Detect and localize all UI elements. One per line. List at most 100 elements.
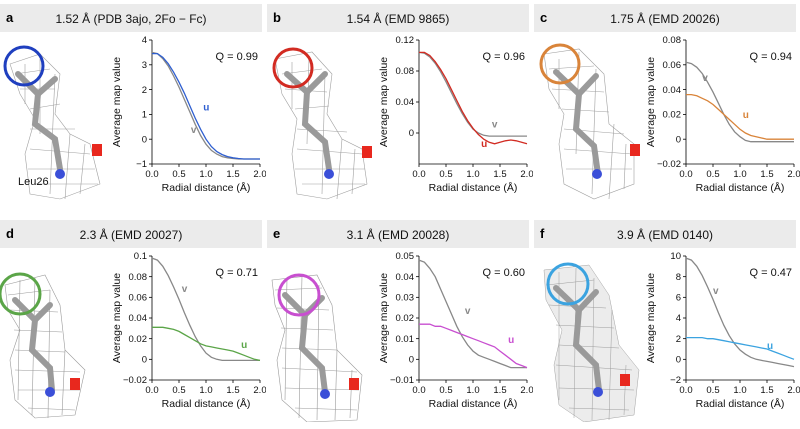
panel-title: 1.52 Å (PDB 3ajo, 2Fo − Fc): [55, 12, 207, 26]
highlight-circle: [277, 273, 321, 317]
radial-profile-chart: 0.0 0.5 1.0 1.5 2.0 −2 0 2 4 6 8 10 Radial distance …: [645, 251, 800, 410]
highlight-circle: [539, 43, 581, 85]
y-axis-label: Average map value: [645, 57, 657, 147]
y-axis-label: Average map value: [378, 57, 390, 147]
density-map-image: [539, 43, 640, 200]
series-label-u: u: [767, 341, 773, 352]
series-line-v: [418, 51, 527, 137]
y-tick-label: 0.08: [663, 35, 682, 46]
series-line-u: [419, 323, 528, 369]
x-tick-label: 1.5: [493, 385, 506, 396]
x-tick-label: 0.0: [679, 169, 692, 180]
panel-title: 1.54 Å (EMD 9865): [346, 12, 450, 26]
y-tick-label: 10: [670, 251, 681, 262]
density-map-image: [272, 47, 372, 200]
x-axis-label: Radial distance (Å): [696, 181, 785, 194]
x-tick-label: 2.0: [520, 169, 533, 180]
y-tick-label: −1: [136, 159, 147, 170]
panel-header: a 1.52 Å (PDB 3ajo, 2Fo − Fc): [0, 4, 262, 32]
y-tick-label: 0.02: [663, 110, 682, 121]
x-tick-label: 0.5: [706, 169, 719, 180]
radial-profile-chart: 0.0 0.5 1.0 1.5 2.0 0 0.04 0.08 0.12 Radial dista…: [378, 35, 533, 194]
x-axis-label: Radial distance (Å): [429, 181, 518, 194]
x-tick-label: 0.0: [679, 385, 692, 396]
panel-b: b 1.54 Å (EMD 9865) 0.0 0.5 1.0 1.5 2.0 0 0.04…: [267, 0, 533, 213]
radial-profile-chart: 0.0 0.5 1.0 1.5 2.0 −1 0 1 2 3 4 Radial distance (Å…: [111, 35, 266, 194]
y-tick-label: 0.08: [129, 272, 148, 283]
y-tick-label: 0.02: [396, 313, 415, 324]
y-tick-label: 8: [676, 272, 681, 283]
y-tick-label: −0.01: [390, 375, 414, 386]
x-tick-label: 1.0: [733, 169, 746, 180]
density-map-image: [0, 272, 86, 419]
series-line-u: [152, 326, 261, 362]
panel-letter: b: [273, 10, 281, 25]
q-score-label: Q = 0.99: [215, 51, 258, 63]
panel-header: b 1.54 Å (EMD 9865): [267, 4, 529, 32]
x-tick-label: 1.0: [199, 385, 212, 396]
q-score-label: Q = 0.94: [749, 51, 792, 63]
panel-f: f 3.9 Å (EMD 0140) 0.0 0.5 1.0 1.5 2.0 −2 0 2 4 6…: [534, 216, 800, 429]
panel-letter: d: [6, 226, 14, 241]
panel-letter: f: [540, 226, 545, 241]
y-tick-label: 0.08: [396, 66, 415, 77]
x-tick-label: 0.0: [412, 385, 425, 396]
x-tick-label: 0.0: [412, 169, 425, 180]
series-label-v: v: [492, 120, 498, 131]
y-tick-label: 0.04: [663, 85, 682, 96]
y-tick-label: 0.06: [129, 293, 148, 304]
density-map-image: Leu26: [3, 45, 102, 200]
x-tick-label: 1.0: [466, 385, 479, 396]
x-tick-label: 1.0: [733, 385, 746, 396]
x-tick-label: 2.0: [787, 385, 800, 396]
series-label-u: u: [508, 335, 514, 346]
series-line-v: [685, 257, 795, 368]
q-score-label: Q = 0.60: [482, 267, 525, 279]
x-tick-label: 1.5: [760, 169, 773, 180]
series-label-u: u: [481, 139, 487, 150]
y-tick-label: −2: [670, 375, 681, 386]
y-tick-label: 0: [409, 355, 414, 366]
radial-profile-chart: 0.0 0.5 1.0 1.5 2.0 −0.01 0 0.01 0.02 0.03 0.04 0.0…: [378, 251, 533, 410]
x-tick-label: 2.0: [253, 385, 266, 396]
density-map-image: [543, 262, 640, 422]
panel-header: f 3.9 Å (EMD 0140): [534, 220, 796, 248]
panel-e: e 3.1 Å (EMD 20028) 0.0 0.5 1.0 1.5 2.0 −0.01…: [267, 216, 533, 429]
x-axis-label: Radial distance (Å): [162, 397, 251, 410]
y-tick-label: 0: [409, 128, 414, 139]
x-tick-label: 2.0: [520, 385, 533, 396]
series-label-u: u: [743, 110, 749, 121]
residue-label: Leu26: [18, 176, 49, 188]
y-tick-label: 0.05: [396, 251, 415, 262]
y-tick-label: 0: [142, 355, 147, 366]
x-tick-label: 1.5: [226, 169, 239, 180]
series-label-v: v: [702, 73, 708, 84]
panel-title: 2.3 Å (EMD 20027): [79, 228, 183, 242]
y-tick-label: 0.12: [396, 35, 415, 46]
panel-title: 1.75 Å (EMD 20026): [610, 12, 720, 26]
y-tick-label: 4: [676, 313, 681, 324]
y-tick-label: 1: [142, 110, 147, 121]
highlight-circle: [272, 47, 314, 89]
y-tick-label: 0.03: [396, 293, 415, 304]
series-label-v: v: [465, 306, 471, 317]
y-tick-label: 0: [676, 355, 681, 366]
panel-a: a 1.52 Å (PDB 3ajo, 2Fo − Fc) Leu26 0.0 0…: [0, 0, 266, 213]
y-tick-label: 4: [142, 35, 147, 46]
x-axis-label: Radial distance (Å): [696, 397, 785, 410]
radial-profile-chart: 0.0 0.5 1.0 1.5 2.0 −0.02 0 0.02 0.04 0.06 0.08 0.1…: [111, 251, 266, 410]
x-axis-label: Radial distance (Å): [162, 181, 251, 194]
highlight-circle: [3, 45, 45, 87]
x-tick-label: 1.5: [226, 385, 239, 396]
y-tick-label: 0.04: [129, 313, 148, 324]
x-tick-label: 0.5: [706, 385, 719, 396]
x-axis-label: Radial distance (Å): [429, 397, 518, 410]
q-score-label: Q = 0.71: [215, 267, 258, 279]
series-line-u: [686, 93, 794, 140]
y-axis-label: Average map value: [111, 273, 123, 363]
y-axis-label: Average map value: [645, 273, 657, 363]
y-tick-label: 6: [676, 293, 681, 304]
x-tick-label: 1.0: [466, 169, 479, 180]
x-tick-label: 0.5: [172, 169, 185, 180]
panel-c: c 1.75 Å (EMD 20026) 0.0 0.5 1.0 1.5 2.0 −0.0…: [534, 0, 800, 213]
